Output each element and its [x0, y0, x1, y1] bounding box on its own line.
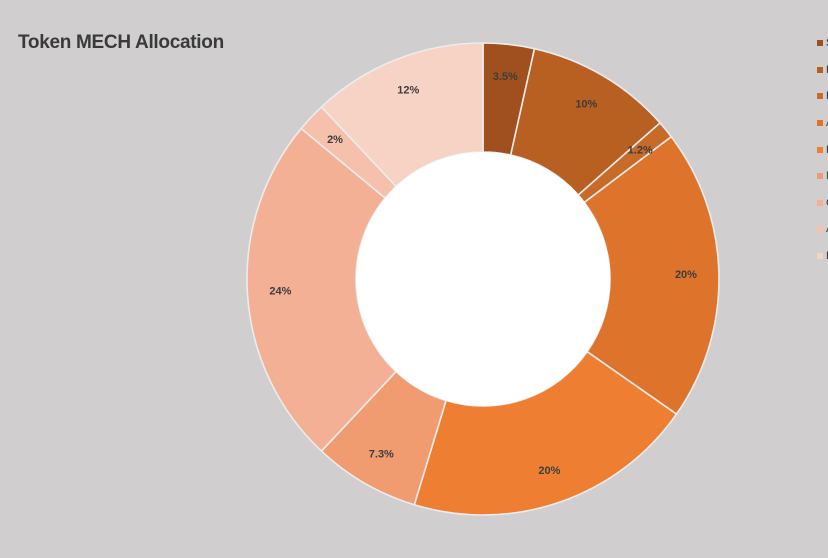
- legend-item-6: M: [817, 163, 828, 190]
- legend-item-1: S: [817, 30, 828, 57]
- legend: S F F A F M C A L: [817, 30, 828, 269]
- legend-swatch: [817, 93, 823, 100]
- legend-swatch: [817, 40, 823, 47]
- data-label-2: 10%: [575, 98, 597, 110]
- legend-swatch: [817, 120, 823, 127]
- legend-swatch: [817, 146, 823, 153]
- data-label-6: 7.3%: [369, 449, 394, 461]
- chart-title: Token MECH Allocation: [18, 32, 224, 53]
- data-label-8: 2%: [327, 134, 343, 146]
- legend-label: C: [826, 197, 828, 209]
- data-label-1: 3.5%: [493, 71, 518, 83]
- legend-swatch: [817, 226, 823, 233]
- data-label-3: 1.2%: [628, 145, 653, 157]
- donut-slices: [246, 42, 720, 516]
- legend-swatch: [817, 66, 823, 73]
- legend-item-5: F: [817, 136, 828, 163]
- legend-swatch: [817, 173, 823, 180]
- legend-label: L: [826, 250, 828, 262]
- legend-item-7: C: [817, 190, 828, 217]
- data-label-7: 24%: [269, 286, 291, 298]
- legend-label: M: [826, 170, 828, 182]
- legend-item-9: L: [817, 243, 828, 270]
- legend-swatch: [817, 199, 823, 206]
- legend-label: F: [826, 144, 828, 156]
- legend-item-2: F: [817, 57, 828, 84]
- legend-item-8: A: [817, 216, 828, 243]
- data-label-4: 20%: [675, 269, 697, 281]
- legend-item-4: A: [817, 110, 828, 137]
- legend-label: A: [826, 223, 828, 235]
- legend-label: F: [826, 64, 828, 76]
- data-label-5: 20%: [538, 465, 560, 477]
- donut-hole: [356, 152, 610, 406]
- data-labels: 3.5% 10% 1.2% 20% 20% 7.3% 24% 2% 12%: [269, 71, 697, 477]
- legend-label: S: [826, 37, 828, 49]
- legend-label: F: [826, 90, 828, 102]
- legend-label: A: [826, 117, 828, 129]
- legend-item-3: F: [817, 83, 828, 110]
- data-label-9: 12%: [397, 84, 419, 96]
- legend-swatch: [817, 253, 823, 260]
